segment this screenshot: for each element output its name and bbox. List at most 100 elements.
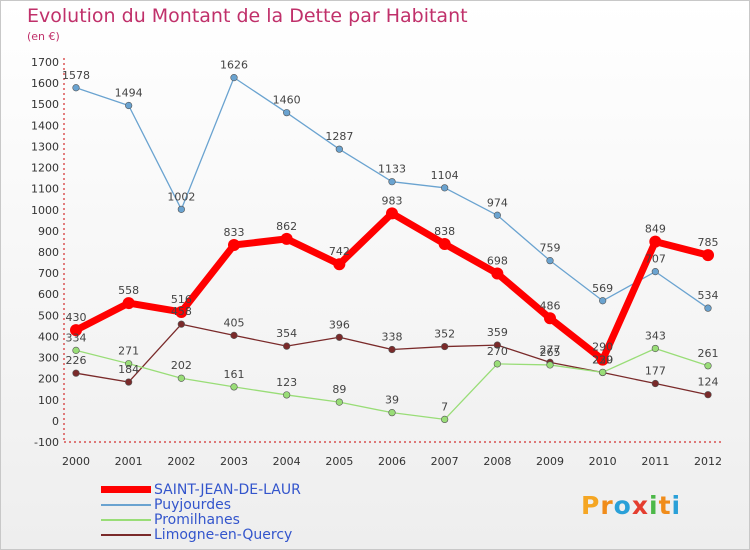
data-label: 265 <box>540 346 561 359</box>
data-point <box>702 249 714 262</box>
data-point <box>177 205 185 213</box>
data-point <box>388 409 396 417</box>
data-point <box>283 342 291 350</box>
data-label: 698 <box>487 255 508 268</box>
data-point <box>599 297 607 305</box>
data-label: 742 <box>329 245 350 258</box>
data-point <box>283 109 291 117</box>
x-tick-label: 2006 <box>378 455 406 468</box>
data-label: 261 <box>698 347 719 360</box>
data-label: 516 <box>171 293 192 306</box>
data-point <box>280 232 293 245</box>
data-label: 338 <box>382 331 403 344</box>
data-label: 1460 <box>273 94 301 107</box>
legend-item: SAINT-JEAN-DE-LAUR <box>101 483 301 498</box>
data-point <box>493 211 501 219</box>
legend-item: Puyjourdes <box>101 498 301 513</box>
data-label: 1578 <box>62 69 90 82</box>
y-tick-label: 500 <box>38 309 59 322</box>
data-label: 785 <box>698 236 719 249</box>
data-label: 343 <box>645 329 666 342</box>
data-label: 1104 <box>431 169 459 182</box>
y-tick-label: 600 <box>38 288 59 301</box>
data-point <box>333 258 346 271</box>
data-label: 849 <box>645 223 666 236</box>
data-label: 359 <box>487 326 508 339</box>
data-label: 226 <box>66 354 87 367</box>
legend-swatch <box>101 503 151 506</box>
data-point <box>283 391 291 399</box>
logo-letter: i <box>671 491 682 520</box>
data-label: 184 <box>118 363 139 376</box>
data-label: 7 <box>441 400 448 413</box>
data-point <box>388 178 396 186</box>
data-point <box>544 312 556 325</box>
data-point <box>651 268 659 276</box>
data-point <box>596 353 609 366</box>
data-label: 123 <box>276 376 297 389</box>
data-point <box>546 257 554 265</box>
data-point <box>704 304 712 312</box>
data-point <box>493 360 501 368</box>
data-point <box>125 378 133 386</box>
data-point <box>230 74 238 82</box>
data-point <box>493 341 501 349</box>
x-tick-label: 2005 <box>325 455 353 468</box>
data-label: 974 <box>487 196 508 209</box>
legend-label: Limogne-en-Quercy <box>154 527 293 543</box>
y-tick-label: -100 <box>34 436 59 449</box>
logo-letter: x <box>631 491 649 520</box>
data-point <box>335 398 343 406</box>
y-tick-label: 1300 <box>31 140 59 153</box>
data-point <box>230 331 238 339</box>
x-tick-label: 2001 <box>115 455 143 468</box>
data-point <box>704 391 712 399</box>
data-label: 1133 <box>378 163 406 176</box>
data-label: 277 <box>540 343 561 356</box>
data-label: 983 <box>382 194 403 207</box>
legend-label: Puyjourdes <box>154 497 231 513</box>
data-label: 405 <box>224 316 245 329</box>
logo-letter: P <box>581 491 601 520</box>
data-label: 271 <box>118 345 139 358</box>
data-point <box>546 361 554 369</box>
legend-label: Promilhanes <box>154 512 240 528</box>
y-tick-label: 900 <box>38 225 59 238</box>
y-tick-label: 0 <box>52 415 59 428</box>
legend-item: Limogne-en-Quercy <box>101 528 301 543</box>
data-point <box>704 362 712 370</box>
legend-item: Promilhanes <box>101 513 301 528</box>
legend-swatch <box>101 518 151 521</box>
data-point <box>230 383 238 391</box>
data-label: 486 <box>540 299 561 312</box>
y-tick-label: 700 <box>38 267 59 280</box>
data-point <box>177 320 185 328</box>
proxiti-logo: Proxiti <box>581 491 681 520</box>
x-tick-label: 2003 <box>220 455 248 468</box>
data-label: 1494 <box>115 86 143 99</box>
data-label: 1626 <box>220 59 248 72</box>
y-tick-label: 1100 <box>31 183 59 196</box>
x-tick-label: 2010 <box>589 455 617 468</box>
data-point <box>651 344 659 353</box>
data-label: 569 <box>592 282 613 295</box>
data-label: 290 <box>592 341 613 354</box>
data-point <box>72 346 80 354</box>
data-point <box>125 101 133 110</box>
data-point <box>228 239 240 252</box>
y-tick-label: 100 <box>38 394 59 407</box>
x-tick-label: 2009 <box>536 455 564 468</box>
data-point <box>335 333 343 341</box>
data-label: 39 <box>385 394 399 407</box>
legend-swatch <box>101 486 151 493</box>
data-label: 430 <box>66 311 87 324</box>
data-point <box>491 267 504 280</box>
data-point <box>175 305 188 318</box>
data-label: 1287 <box>325 130 353 143</box>
y-tick-label: 800 <box>38 246 59 259</box>
data-label: 229 <box>592 354 613 367</box>
x-tick-label: 2002 <box>167 455 195 468</box>
legend-swatch <box>101 533 151 536</box>
